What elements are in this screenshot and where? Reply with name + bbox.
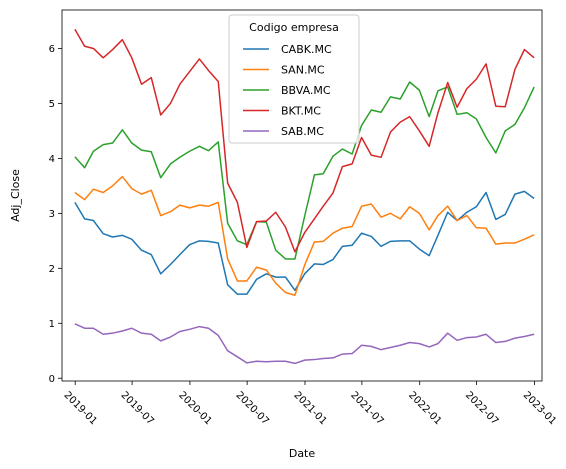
x-tick-label: 2022-01 bbox=[406, 390, 443, 427]
y-tick-label: 6 bbox=[49, 44, 55, 55]
y-tick-label: 3 bbox=[49, 209, 55, 220]
legend-box bbox=[228, 14, 360, 144]
x-tick-label: 2020-01 bbox=[176, 390, 213, 427]
series-line-bkt-mc bbox=[74, 28, 535, 253]
legend-entry-label: SAB.MC bbox=[281, 125, 324, 138]
x-axis-ticks: 2019-01 2019-07 2020-01 2020-07 2021-01 2021-… bbox=[62, 381, 558, 427]
plot-area-frame bbox=[61, 9, 543, 382]
legend-entry-label: BBVA.MC bbox=[281, 84, 331, 97]
x-tick-label: 2021-01 bbox=[291, 390, 328, 427]
x-tick-label: 2020-07 bbox=[233, 390, 270, 427]
series-line-san-mc bbox=[74, 175, 535, 297]
x-tick-label: 2019-01 bbox=[62, 390, 99, 427]
x-axis-label: Date bbox=[289, 447, 316, 460]
legend-entry-label: SAN.MC bbox=[281, 64, 325, 77]
legend-title: Codigo empresa bbox=[249, 21, 339, 34]
y-tick-label: 1 bbox=[49, 319, 55, 330]
series-line-sab-mc bbox=[74, 323, 535, 365]
x-tick-label: 2021-07 bbox=[348, 390, 385, 427]
y-tick-label: 5 bbox=[49, 99, 55, 110]
legend: Codigo empresa CABK.MC SAN.MC BBVA.MC BKT.M… bbox=[228, 14, 360, 144]
y-axis-label: Adj_Close bbox=[9, 169, 22, 222]
y-axis-ticks: 0 1 2 3 4 5 6 bbox=[49, 44, 62, 385]
x-tick-label: 2019-07 bbox=[118, 390, 155, 427]
legend-entry-label: BKT.MC bbox=[281, 105, 321, 118]
y-tick-label: 2 bbox=[49, 264, 55, 275]
y-tick-label: 0 bbox=[49, 374, 55, 385]
series-line-bbva-mc bbox=[74, 81, 535, 260]
series-line-cabk-mc bbox=[74, 190, 535, 295]
x-tick-label: 2022-07 bbox=[463, 390, 500, 427]
legend-items: CABK.MC SAN.MC BBVA.MC BKT.MC SAB.MC bbox=[243, 43, 332, 138]
legend-entry-label: CABK.MC bbox=[281, 43, 332, 56]
y-tick-label: 4 bbox=[49, 154, 55, 165]
x-tick-label: 2023-01 bbox=[521, 390, 558, 427]
series-layer bbox=[74, 28, 535, 365]
